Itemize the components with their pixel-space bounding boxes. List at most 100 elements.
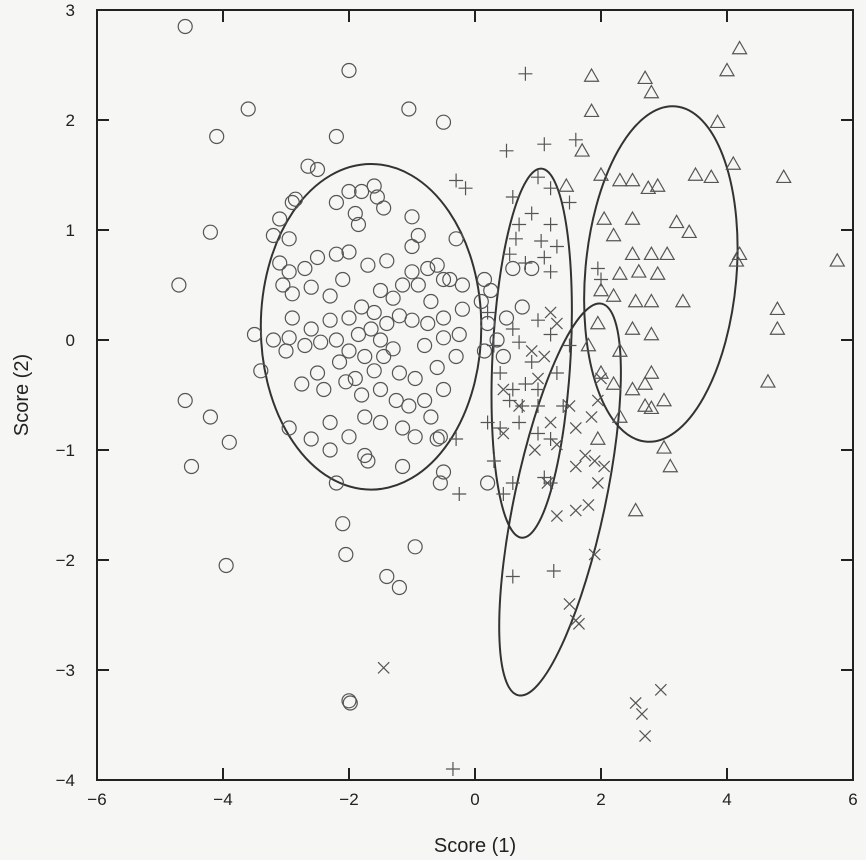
circle-point xyxy=(354,387,370,403)
triangle-point xyxy=(725,155,742,170)
circle-point xyxy=(218,557,234,574)
circle-point xyxy=(476,343,493,359)
circle-point xyxy=(328,128,344,145)
triangle-point xyxy=(731,40,748,55)
circle-point xyxy=(354,183,370,200)
circle-point xyxy=(335,516,351,532)
triangle-point xyxy=(583,102,600,118)
triangle-point xyxy=(659,245,676,261)
cross-point xyxy=(544,416,557,429)
circle-point xyxy=(451,326,467,343)
circle-point xyxy=(322,288,338,304)
circle-point xyxy=(209,128,225,145)
circle-point xyxy=(354,299,370,315)
triangle-point xyxy=(624,320,641,335)
circle-point xyxy=(489,332,505,348)
plus-point xyxy=(568,132,583,147)
plus-point xyxy=(543,181,558,196)
plus-point xyxy=(515,399,530,413)
circle-point xyxy=(240,101,256,117)
triangle-point xyxy=(592,166,610,181)
cross-point xyxy=(588,548,601,561)
plus-point xyxy=(518,66,533,81)
circle-point xyxy=(350,216,367,233)
x-tick-label: 2 xyxy=(596,790,605,809)
ticks-layer: −6 −4 −2 0 2 4 6 −4 −3 −2 −1 0 1 2 3 xyxy=(56,1,858,809)
triangle-point xyxy=(558,177,575,192)
circle-point xyxy=(423,409,439,425)
circle-point xyxy=(420,315,436,332)
plus-point xyxy=(531,170,545,185)
circle-point xyxy=(272,255,288,271)
cross-point xyxy=(572,617,585,630)
triangle-point xyxy=(592,364,610,379)
circle-point xyxy=(483,282,499,299)
cross-point xyxy=(635,707,648,721)
circle-point xyxy=(341,343,357,359)
circle-point xyxy=(341,429,357,445)
circle-point xyxy=(360,453,376,469)
triangle-point xyxy=(759,373,776,388)
cross-point xyxy=(585,410,598,424)
triangle-point xyxy=(681,223,698,239)
circle-point xyxy=(407,429,423,445)
circle-point xyxy=(202,224,218,240)
triangle-point xyxy=(731,245,748,261)
x-tick-label: −4 xyxy=(213,790,232,809)
circle-point xyxy=(435,464,452,480)
circle-point xyxy=(202,409,218,425)
triangle-point xyxy=(589,430,606,445)
circle-point xyxy=(284,194,300,211)
circle-point xyxy=(404,264,420,280)
circle-point xyxy=(309,365,326,381)
circle-point xyxy=(363,321,379,337)
circle-point xyxy=(287,191,304,207)
circle-point xyxy=(454,301,470,317)
y-tick-label: −4 xyxy=(56,771,75,790)
triangle-point xyxy=(627,293,644,308)
plus-point xyxy=(493,421,508,435)
circle-point xyxy=(417,337,433,354)
plus-point xyxy=(590,261,605,276)
circle-point xyxy=(379,568,395,585)
plus-point xyxy=(445,762,460,776)
circle-point xyxy=(338,374,354,390)
plus-point xyxy=(543,476,558,490)
cross-point xyxy=(525,344,538,358)
plus-point xyxy=(531,313,545,328)
cross-point xyxy=(550,509,563,523)
triangle-point xyxy=(611,342,628,357)
triangle-point xyxy=(649,265,666,280)
plus-point xyxy=(543,264,558,279)
circle-point xyxy=(435,310,452,326)
plus-point xyxy=(543,432,558,446)
circle-point xyxy=(328,194,344,211)
cross-point xyxy=(563,597,576,611)
plus-point xyxy=(549,366,564,380)
x-tick-label: 6 xyxy=(848,790,857,809)
circle-point xyxy=(448,231,464,247)
circle-point xyxy=(297,260,313,277)
y-tick-label: 3 xyxy=(66,1,75,20)
ellipse-layer xyxy=(259,105,739,697)
triangle-point xyxy=(605,287,622,302)
circle-point xyxy=(429,431,445,447)
plus-point xyxy=(531,426,545,441)
triangle-point xyxy=(643,245,660,261)
circle-point xyxy=(341,310,357,326)
triangle-point xyxy=(574,142,591,157)
circle-point xyxy=(322,414,338,431)
plus-point xyxy=(518,377,533,391)
circle-point xyxy=(388,392,404,409)
triangle-point xyxy=(643,84,660,99)
circle-point xyxy=(366,304,382,321)
circle-point xyxy=(309,249,326,266)
circle-point xyxy=(278,343,294,359)
plus-point xyxy=(534,234,549,248)
cross-point xyxy=(541,476,554,490)
circle-point xyxy=(391,579,407,596)
circle-point xyxy=(281,420,297,436)
plus-point xyxy=(512,335,527,350)
circle-point xyxy=(420,260,436,277)
triangle-point xyxy=(611,265,628,280)
